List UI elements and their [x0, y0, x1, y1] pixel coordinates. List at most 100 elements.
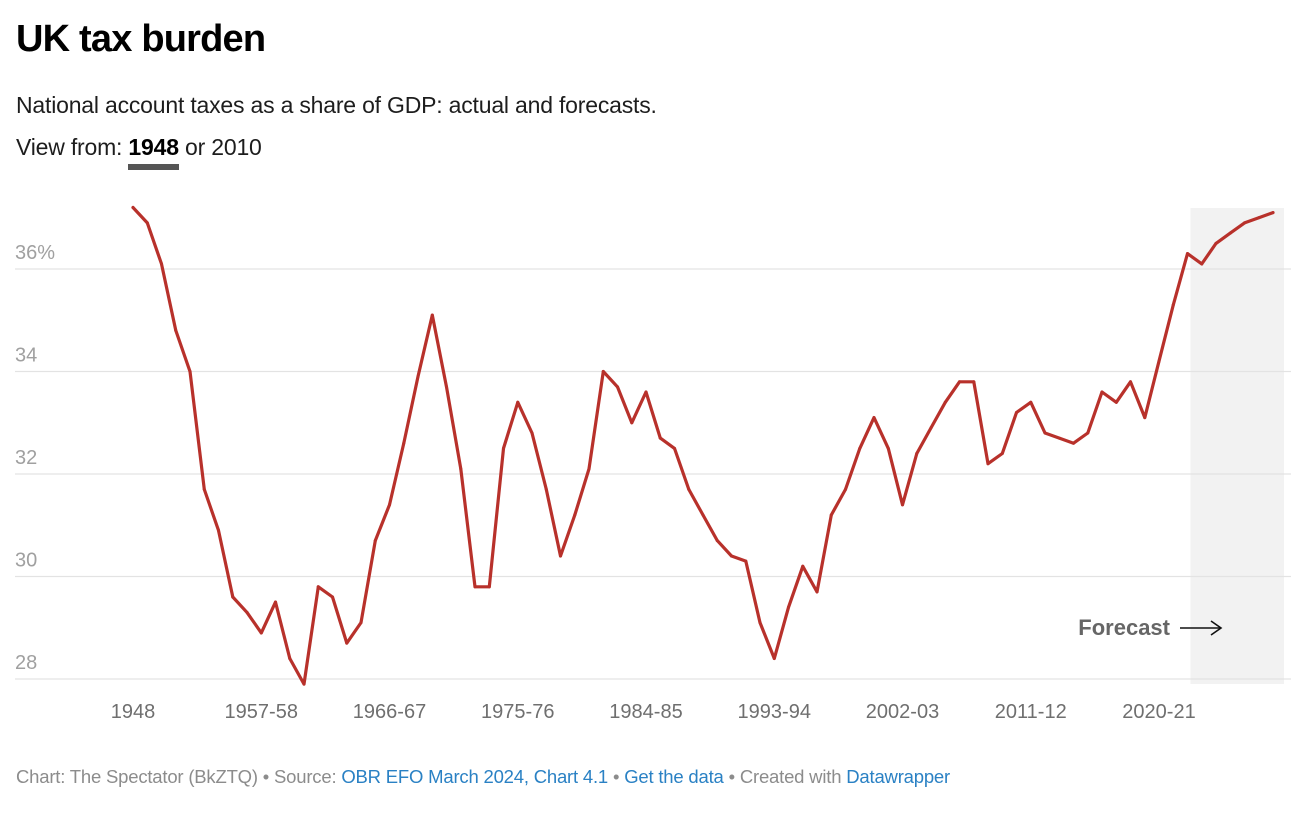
x-axis-labels: 1948 1957-58 1966-67 1975-76 1984-85 1993-94 2…: [111, 701, 1196, 723]
data-point: [1214, 241, 1218, 245]
data-point: [943, 400, 947, 404]
x-tick-label: 1948: [111, 701, 156, 723]
data-point: [202, 487, 206, 491]
data-point: [658, 436, 662, 440]
data-point: [915, 452, 919, 455]
data-point: [1186, 252, 1189, 256]
chart-footer: Chart: The Spectator (BkZTQ) • Source: O…: [16, 766, 950, 788]
y-tick-label: 36%: [15, 242, 55, 264]
forecast-band: [1190, 208, 1284, 684]
data-point: [730, 554, 733, 558]
y-axis-labels: 36% 34 32 30 28: [15, 242, 55, 674]
view-option-1948[interactable]: 1948: [128, 134, 180, 170]
data-point: [630, 421, 634, 425]
data-point: [145, 221, 149, 225]
data-point: [316, 585, 320, 589]
data-point: [1015, 411, 1018, 414]
data-point: [174, 329, 178, 332]
data-point: [758, 621, 762, 625]
data-point: [772, 657, 776, 660]
forecast-arrow-icon: [1180, 620, 1223, 636]
x-tick-label: 1975-76: [481, 701, 554, 723]
get-data-link[interactable]: Get the data: [624, 766, 724, 787]
data-point: [644, 390, 648, 394]
data-point: [1114, 400, 1118, 404]
data-point: [245, 610, 249, 614]
data-point: [359, 621, 363, 625]
chart-title: UK tax burden: [16, 18, 266, 60]
series-line-tax-burden: [131, 205, 1275, 686]
data-point: [530, 431, 534, 435]
data-point: [274, 600, 277, 604]
chart-subtitle: National account taxes as a share of GDP…: [16, 92, 657, 118]
view-option-2010[interactable]: 2010: [211, 134, 262, 160]
data-point: [345, 641, 349, 645]
data-point: [1057, 436, 1061, 440]
x-tick-label: 1966-67: [353, 701, 426, 723]
x-tick-label: 2002-03: [866, 701, 939, 723]
data-point: [1072, 441, 1075, 445]
data-point: [1171, 303, 1175, 307]
data-point: [573, 513, 577, 517]
data-point: [516, 400, 520, 404]
data-point: [844, 487, 847, 491]
footer-separator: •: [612, 766, 620, 787]
data-point: [131, 206, 135, 209]
source-link[interactable]: OBR EFO March 2024, Chart 4.1: [341, 766, 609, 787]
data-point: [829, 513, 833, 517]
data-point: [1100, 390, 1104, 394]
data-point: [616, 385, 619, 389]
data-point: [1257, 216, 1261, 220]
data-point: [160, 262, 163, 266]
data-point: [502, 446, 505, 450]
data-point: [1029, 400, 1033, 404]
data-point: [701, 513, 705, 517]
data-point: [1271, 211, 1275, 215]
data-point: [886, 446, 890, 450]
data-point: [929, 426, 933, 430]
data-point: [715, 539, 719, 543]
footer-separator: •: [262, 766, 270, 787]
data-point: [1157, 359, 1161, 363]
x-tick-label: 2020-21: [1122, 701, 1195, 723]
data-point: [473, 585, 477, 589]
data-point: [217, 528, 220, 532]
data-point: [601, 370, 605, 373]
x-tick-label: 1993-94: [738, 701, 811, 723]
x-tick-label: 2011-12: [995, 701, 1067, 723]
data-point: [815, 590, 819, 594]
view-from-label: View from:: [16, 134, 123, 160]
data-point: [1228, 231, 1232, 235]
data-point: [858, 446, 862, 450]
y-tick-label: 30: [15, 550, 37, 572]
datawrapper-link[interactable]: Datawrapper: [846, 766, 950, 787]
chart-credit: Chart: The Spectator (BkZTQ): [16, 766, 258, 787]
view-option-separator: or: [185, 134, 206, 160]
data-point: [231, 595, 235, 599]
data-point: [673, 446, 676, 450]
data-point: [302, 682, 306, 686]
data-point: [1200, 262, 1204, 266]
data-point: [801, 564, 805, 568]
data-point: [259, 631, 263, 635]
data-point: [787, 605, 790, 609]
data-point: [901, 503, 904, 507]
data-point: [373, 539, 377, 543]
data-point: [1043, 431, 1047, 435]
source-label: Source:: [274, 766, 337, 787]
data-point: [1086, 431, 1090, 435]
data-point: [744, 559, 748, 563]
data-point: [544, 487, 548, 491]
view-from-toggle: View from: 1948 or 2010: [16, 134, 262, 170]
data-point: [587, 467, 591, 471]
data-point: [972, 380, 976, 384]
data-point: [288, 657, 292, 660]
data-point: [388, 503, 391, 507]
y-tick-label: 32: [15, 447, 37, 469]
data-point: [416, 375, 420, 379]
data-point: [872, 416, 876, 420]
data-point: [402, 441, 406, 445]
footer-separator: •: [728, 766, 735, 787]
data-point: [1129, 380, 1132, 384]
